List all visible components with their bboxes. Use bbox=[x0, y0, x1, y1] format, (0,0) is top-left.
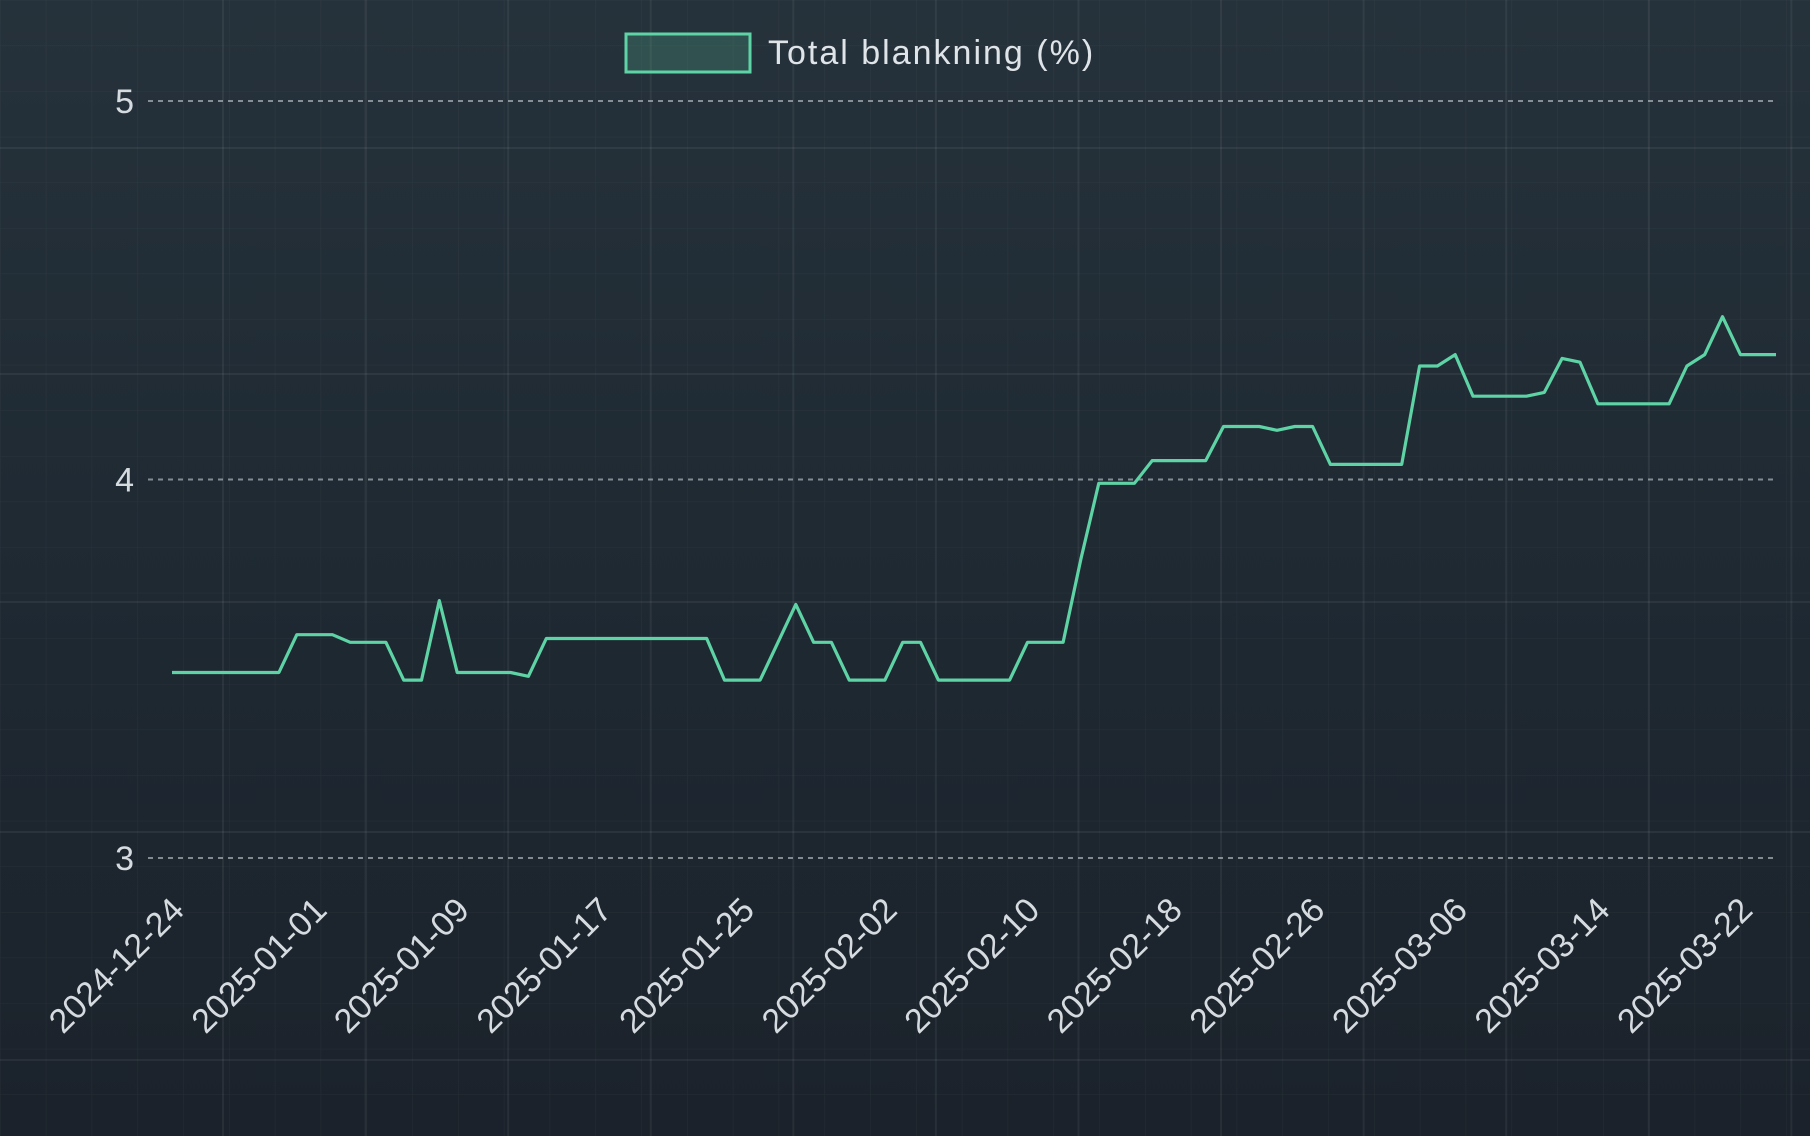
series-layer bbox=[172, 315, 1776, 682]
series-line[interactable] bbox=[172, 315, 1776, 682]
y-tick-label: 5 bbox=[115, 83, 134, 121]
legend-label: Total blankning (%) bbox=[768, 34, 1095, 72]
y-tick-label: 4 bbox=[115, 462, 134, 500]
y-gridlines bbox=[148, 100, 1776, 859]
y-tick-label: 3 bbox=[115, 840, 134, 878]
legend-swatch bbox=[624, 32, 752, 74]
legend[interactable]: Total blankning (%) bbox=[624, 32, 1095, 74]
y-axis: 3 4 5 bbox=[115, 83, 134, 878]
